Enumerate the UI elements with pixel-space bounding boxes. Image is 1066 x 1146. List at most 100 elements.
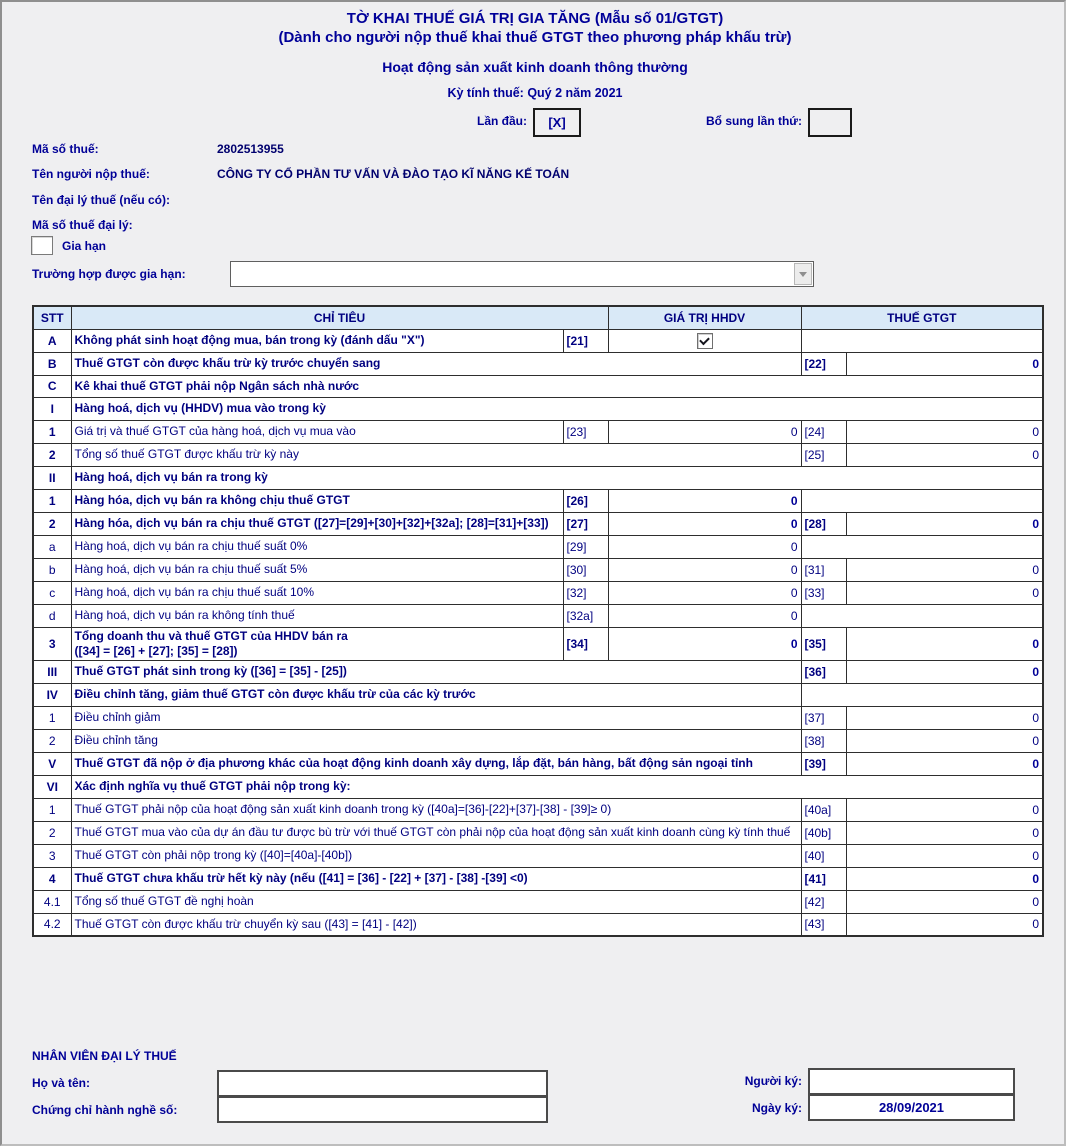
page-title-line2: (Dành cho người nộp thuế khai thuế GTGT … (278, 29, 792, 46)
row-value[interactable]: 0 (845, 705, 1044, 730)
tax-period: Kỳ tính thuế: Quý 2 năm 2021 (447, 86, 623, 100)
row-label: Tổng số thuế GTGT đề nghị hoàn (70, 889, 802, 914)
row-value[interactable]: 0 (607, 419, 802, 444)
row-value: 0 (845, 797, 1044, 822)
row-label: Thuế GTGT còn được khấu trừ chuyển kỳ sa… (70, 912, 802, 937)
row-code: [32] (562, 580, 609, 605)
sign-date-input[interactable]: 28/09/2021 (808, 1094, 1015, 1121)
row-code: [35] (800, 626, 847, 661)
table-row-VI: VI Xác định nghĩa vụ thuế GTGT phải nộp … (32, 774, 1044, 799)
table-row-4: 4 Thuế GTGT chưa khấu trừ hết kỳ này (nế… (32, 866, 1044, 891)
section-label: Hàng hoá, dịch vụ (HHDV) mua vào trong k… (70, 396, 1044, 421)
row-code: [30] (562, 557, 609, 582)
row-value[interactable]: 0 (845, 351, 1044, 376)
no-activity-checkbox[interactable] (696, 332, 713, 349)
row-value[interactable]: 0 (845, 419, 1044, 444)
fullname-input[interactable] (217, 1070, 548, 1097)
sign-date-label: Ngày ký: (751, 1101, 802, 1115)
row-value[interactable]: 0 (845, 442, 1044, 467)
row-value: 0 (845, 866, 1044, 891)
table-row-IV1: 1 Điều chỉnh giảm [37] 0 (32, 705, 1044, 730)
row-value[interactable]: 0 (845, 728, 1044, 753)
row-value[interactable]: 0 (607, 488, 802, 513)
table-row-VI2: 2 Thuế GTGT mua vào của dự án đầu tư đượ… (32, 820, 1044, 845)
row-code: [36] (800, 659, 847, 684)
row-code: [21] (562, 328, 609, 353)
tax-code-value: 2802513955 (217, 142, 284, 156)
table-row-VI3: 3 Thuế GTGT còn phải nộp trong kỳ ([40]=… (32, 843, 1044, 868)
supplement-box[interactable] (808, 108, 852, 137)
row-value[interactable]: 0 (607, 580, 802, 605)
extension-checkbox[interactable] (31, 236, 53, 255)
extension-label: Gia hạn (62, 239, 107, 253)
row-label: Hàng hóa, dịch vụ bán ra không chịu thuế… (70, 488, 564, 513)
row-code: [34] (562, 626, 609, 661)
row-code: [26] (562, 488, 609, 513)
row-code: [40a] (800, 797, 847, 822)
row-value: 0 (607, 511, 802, 536)
extension-case-select[interactable] (230, 261, 814, 287)
row-label: Tổng số thuế GTGT được khấu trừ kỳ này (70, 442, 802, 467)
table-row-3: 3 Tổng doanh thu và thuế GTGT của HHDV b… (32, 626, 1044, 661)
first-time-box[interactable]: [X] (533, 108, 581, 137)
first-time-label: Lần đầu: (477, 114, 527, 128)
row-label: Giá trị và thuế GTGT của hàng hoá, dịch … (70, 419, 564, 444)
row-value[interactable]: 0 (845, 557, 1044, 582)
page-title: TỜ KHAI THUẾ GIÁ TRỊ GIA TĂNG (Mẫu số 01… (346, 10, 724, 27)
row-value: 0 (845, 511, 1044, 536)
table-row-a: a Hàng hoá, dịch vụ bán ra chịu thuế suấ… (32, 534, 1044, 559)
table-row-C: C Kê khai thuế GTGT phải nộp Ngân sách n… (32, 374, 1044, 398)
row-label: Thuế GTGT phải nộp của hoạt động sản xuấ… (70, 797, 802, 822)
table-row-I1: 1 Giá trị và thuế GTGT của hàng hoá, dịc… (32, 419, 1044, 444)
row-label: Hàng hóa, dịch vụ bán ra chịu thuế GTGT … (70, 511, 564, 536)
certificate-input[interactable] (217, 1096, 548, 1123)
agent-staff-title: NHÂN VIÊN ĐẠI LÝ THUẾ (32, 1049, 177, 1063)
table-row-I: I Hàng hoá, dịch vụ (HHDV) mua vào trong… (32, 396, 1044, 421)
activity-subtitle: Hoạt động sản xuất kinh doanh thông thườ… (382, 59, 688, 75)
row-label: Hàng hoá, dịch vụ bán ra chịu thuế suất … (70, 534, 564, 559)
row-value[interactable]: 0 (845, 820, 1044, 845)
row-label: Điều chỉnh tăng (70, 728, 802, 753)
section-label: Xác định nghĩa vụ thuế GTGT phải nộp tro… (70, 774, 1044, 799)
chevron-down-icon (799, 271, 807, 277)
section-label: Kê khai thuế GTGT phải nộp Ngân sách nhà… (70, 374, 1044, 398)
section-label: Hàng hoá, dịch vụ bán ra trong kỳ (70, 465, 1044, 490)
row-value[interactable]: 0 (607, 603, 802, 628)
extension-case-label: Trường hợp được gia hạn: (32, 267, 186, 281)
header-goods-value: GIÁ TRỊ HHDV (607, 305, 802, 330)
row-label: Hàng hoá, dịch vụ bán ra chịu thuế suất … (70, 557, 564, 582)
row-code: [28] (800, 511, 847, 536)
tax-code-label: Mã số thuế: (32, 142, 99, 156)
row-code: [40] (800, 843, 847, 868)
table-row-b: b Hàng hoá, dịch vụ bán ra chịu thuế suấ… (32, 557, 1044, 582)
row-value: 0 (845, 751, 1044, 776)
row-code: [22] (800, 351, 847, 376)
row-code: [38] (800, 728, 847, 753)
table-row-IV: IV Điều chỉnh tăng, giảm thuế GTGT còn đ… (32, 682, 1044, 707)
row-value: 0 (607, 626, 802, 661)
row-code: [29] (562, 534, 609, 559)
row-code: [23] (562, 419, 609, 444)
header-criteria: CHỈ TIÊU (70, 305, 609, 330)
table-row-4-2: 4.2 Thuế GTGT còn được khấu trừ chuyển k… (32, 912, 1044, 937)
row-label: Thuế GTGT còn phải nộp trong kỳ ([40]=[4… (70, 843, 802, 868)
row-label: Điều chỉnh giảm (70, 705, 802, 730)
fullname-label: Họ và tên: (32, 1076, 91, 1090)
dropdown-button[interactable] (794, 263, 812, 285)
row-code: [25] (800, 442, 847, 467)
row-label: Hàng hoá, dịch vụ bán ra chịu thuế suất … (70, 580, 564, 605)
row-code: [33] (800, 580, 847, 605)
row-value[interactable]: 0 (607, 557, 802, 582)
agent-tax-code-label: Mã số thuế đại lý: (32, 218, 133, 232)
table-row-A: A Không phát sinh hoạt động mua, bán tro… (32, 328, 1044, 353)
row-value[interactable]: 0 (845, 889, 1044, 914)
row-label: Thuế GTGT chưa khấu trừ hết kỳ này (nếu … (70, 866, 802, 891)
row-code: [24] (800, 419, 847, 444)
section-label: Điều chỉnh tăng, giảm thuế GTGT còn được… (70, 682, 802, 707)
row-code: [39] (800, 751, 847, 776)
row-value[interactable]: 0 (607, 534, 802, 559)
supplement-label: Bổ sung lần thứ: (705, 114, 802, 128)
signer-input[interactable] (808, 1068, 1015, 1095)
row-value[interactable]: 0 (845, 580, 1044, 605)
